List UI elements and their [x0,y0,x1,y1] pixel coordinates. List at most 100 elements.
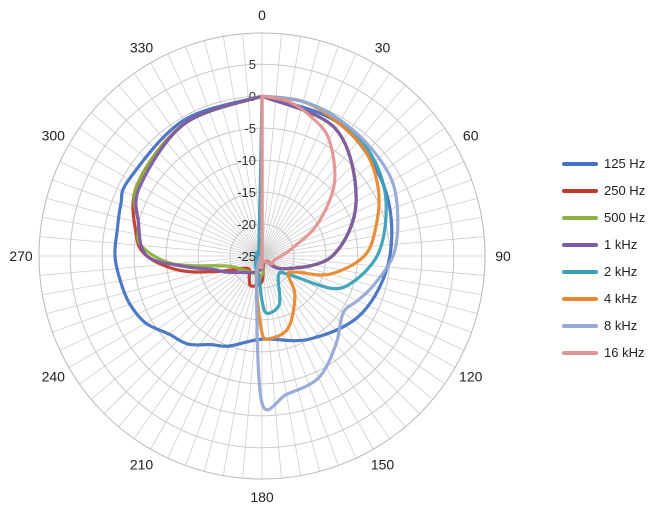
grid-spoke [68,255,263,368]
grid-spoke [52,255,263,333]
grid-spoke [261,255,302,476]
legend-item-250-hz: 250 Hz [562,177,648,204]
legend: 125 Hz 250 Hz 500 Hz 1 kHz 2 kHz 4 kHz 8 kHz 16… [562,150,648,366]
grid-spoke [261,255,482,296]
angle-label: 150 [371,457,395,473]
grid-spoke [150,255,263,450]
angle-label: 270 [9,248,33,264]
series-line-16-khz [259,94,337,270]
grid-spoke [261,73,391,257]
legend-label: 16 kHz [604,345,645,360]
legend-label: 1 kHz [604,237,638,252]
grid-spoke [185,46,263,257]
radial-tick-label: -5 [244,121,256,136]
grid-spoke [133,255,263,439]
grid-spoke [261,255,406,428]
grid-ring [69,63,455,449]
legend-label: 500 Hz [604,210,646,225]
series-line-1-khz [134,94,358,275]
legend-label: 8 kHz [604,318,638,333]
legend-swatch [562,323,598,328]
grid-spoke [90,255,263,400]
legend-item-8-khz: 8 kHz [562,312,648,339]
radial-tick-label: 0 [249,89,256,104]
legend-item-4-khz: 4 kHz [562,285,648,312]
legend-item-2-khz: 2 kHz [562,258,648,285]
grid-spoke [104,98,263,257]
grid-spoke [150,62,263,257]
grid-spoke [59,161,263,257]
grid-spoke [261,33,282,257]
grid-spoke [261,62,374,257]
legend-item-16-khz: 16 kHz [562,339,648,366]
angle-label: 210 [130,457,154,473]
grid-spoke [261,255,282,479]
angle-label: 120 [459,369,483,385]
grid-spoke [261,40,321,257]
grid-spoke [118,84,263,257]
grid-spoke [261,255,391,439]
grid-spoke [261,179,472,257]
legend-swatch [562,161,598,166]
legend-item-125-hz: 125 Hz [562,150,648,177]
grid-spoke [90,112,263,257]
series-line-125-hz [113,94,394,348]
grid-spoke [167,255,263,459]
legend-label: 125 Hz [604,156,646,171]
grid-outer-ring [38,32,486,480]
grid-spoke [79,127,263,257]
legend-swatch [562,242,598,247]
radial-tick-label: -15 [237,185,256,200]
angle-label: 180 [250,489,274,505]
grid-spoke [261,36,302,257]
grid-spoke [39,236,263,257]
grid-spoke [42,216,263,257]
radial-tick-label: 5 [249,57,256,72]
grid-spoke [39,255,263,276]
grid-spoke [46,197,263,257]
grid-spoke [52,179,263,257]
grid-spoke [203,255,263,472]
legend-label: 2 kHz [604,264,638,279]
angle-label: 0 [258,7,266,23]
grid-spoke [261,112,434,257]
radial-tick-labels: 5 0 -5 -10 -15 -20 -25 [237,57,256,264]
grid-spoke [261,144,456,257]
legend-swatch [562,350,598,355]
grid-spoke [261,98,420,257]
angle-label: 90 [495,248,511,264]
radial-tick-label: -10 [237,153,256,168]
radial-tick-label: -20 [237,217,256,232]
legend-swatch [562,296,598,301]
angle-label: 300 [42,128,66,144]
grid-spoke [261,255,339,466]
angle-label: 330 [130,39,154,55]
grid-spoke [261,255,465,351]
grid-spoke [203,40,263,257]
grid-spoke [261,255,420,414]
legend-label: 4 kHz [604,291,638,306]
legend-swatch [562,215,598,220]
angle-label: 30 [375,39,391,55]
radial-tick-label: -25 [237,249,256,264]
polar-grid [38,32,486,480]
angle-label: 60 [463,128,479,144]
grid-spoke [261,161,465,257]
grid-spoke [185,255,263,466]
legend-label: 250 Hz [604,183,646,198]
grid-spoke [42,255,263,296]
grid-spoke [261,127,445,257]
grid-spoke [222,36,263,257]
grid-spoke [261,255,321,472]
grid-spoke [242,255,263,479]
grid-spoke [261,216,482,257]
grid-spoke [261,236,485,257]
grid-spoke [261,255,485,276]
series-lines [113,94,400,412]
grid-spoke [133,73,263,257]
grid-spoke [167,53,263,257]
legend-item-1-khz: 1 kHz [562,231,648,258]
angle-labels: 0 30 60 90 120 150 180 210 240 270 300 330 [9,7,511,505]
grid-spoke [261,46,339,257]
